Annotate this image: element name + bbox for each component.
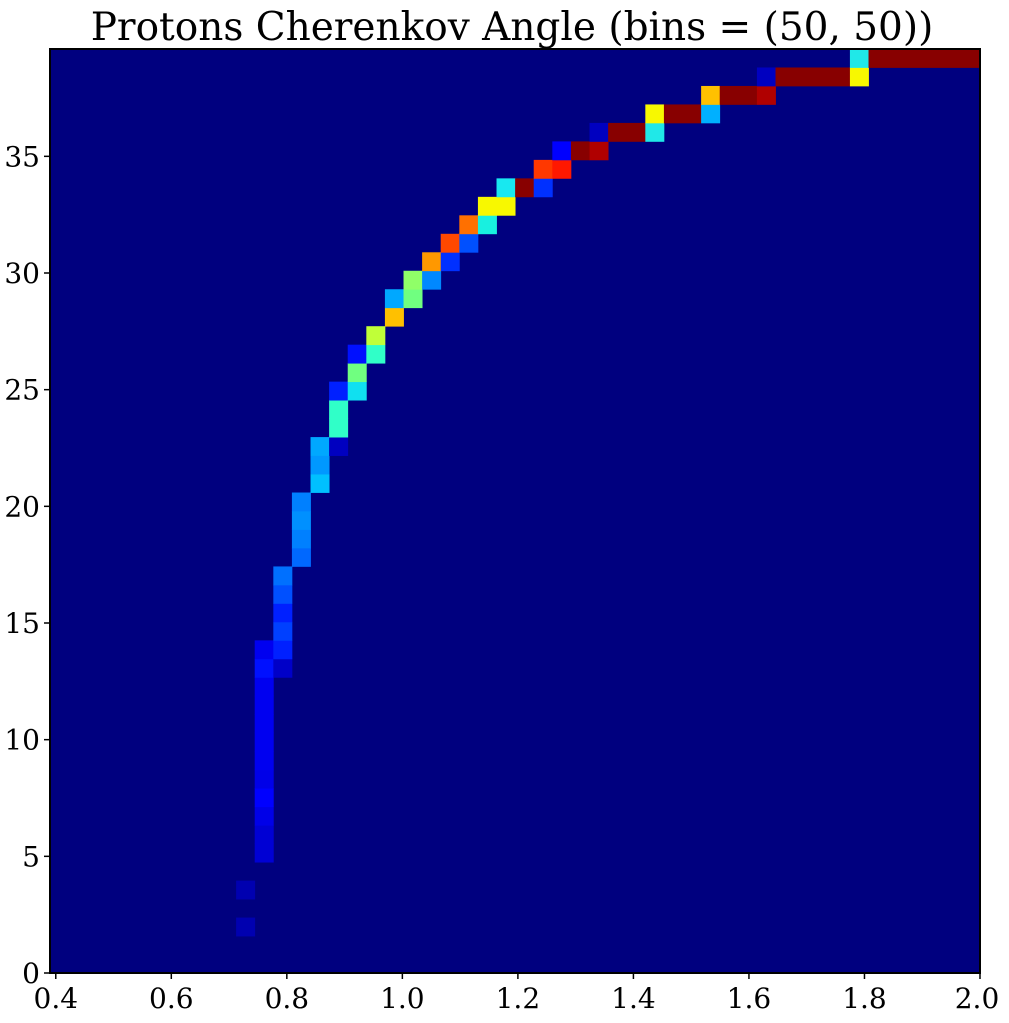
heatmap-cell (589, 122, 609, 142)
heatmap-cell (254, 806, 274, 826)
chart-title: Protons Cherenkov Angle (bins = (50, 50)… (90, 5, 934, 50)
x-tick-label: 1.6 (727, 982, 772, 1015)
heatmap-cell (254, 788, 274, 808)
x-tick-label: 1.8 (842, 982, 887, 1015)
heatmap-cell (291, 511, 311, 530)
heatmap-cell (422, 252, 442, 272)
heatmap-cell (775, 67, 851, 87)
plot-frame (49, 48, 981, 974)
y-axis: 0 5 10 15 20 25 30 35 (4, 140, 50, 990)
y-tick-label: 0 (22, 957, 40, 990)
heatmap-cell (329, 381, 349, 401)
heatmap-cell (273, 603, 293, 623)
y-tick-label: 35 (4, 140, 40, 173)
heatmap-cell (347, 363, 367, 383)
heatmap-cell (310, 455, 330, 475)
heatmap-cell (254, 732, 274, 752)
heatmap-cell (254, 695, 274, 715)
x-axis: 0.4 0.6 0.8 1.0 1.2 1.4 1.6 1.8 2.0 (34, 973, 1000, 1015)
heatmap-cell (254, 843, 274, 863)
heatmap-cell (403, 289, 423, 309)
heatmap-cell (645, 104, 665, 124)
heatmap-cell (291, 547, 311, 567)
heatmap-cell (403, 270, 423, 290)
x-tick-label: 1.4 (611, 982, 656, 1015)
heatmap-cell (329, 400, 349, 419)
x-tick-label: 0.8 (265, 982, 310, 1015)
heatmap-cell (254, 640, 274, 660)
heatmap-cell (477, 215, 497, 235)
y-tick-label: 30 (4, 257, 40, 290)
heatmap-cell (496, 178, 516, 198)
heatmap-cell (310, 437, 330, 456)
heatmap-cell (608, 122, 646, 142)
x-tick-label: 2.0 (955, 982, 1000, 1015)
heatmap-cell (459, 233, 479, 253)
heatmap-cell (719, 85, 758, 105)
heatmap-cell (533, 178, 553, 198)
heatmap-cell (552, 141, 572, 161)
heatmap-cell (291, 492, 311, 512)
x-tick-label: 1.0 (380, 982, 425, 1015)
heatmap-cell (366, 326, 386, 346)
heatmap-cell (366, 344, 386, 364)
heatmap-cell (254, 714, 274, 734)
heatmap-cell (273, 566, 293, 586)
heatmap-cell (849, 67, 869, 87)
heatmap-cell (254, 677, 274, 697)
heatmap-cell (496, 196, 516, 216)
heatmap-cell (236, 917, 256, 937)
heatmap-cell (347, 381, 367, 401)
heatmap-cell (756, 85, 776, 105)
y-tick-label: 5 (22, 840, 40, 873)
heatmap-cell (236, 880, 256, 900)
heatmap-cell (329, 418, 349, 438)
heatmap-cells (50, 49, 981, 974)
heatmap-cell (589, 141, 609, 161)
heatmap-cell (254, 769, 274, 789)
heatmap-cell (384, 307, 404, 327)
heatmap-cell (273, 640, 293, 660)
heatmap-cell (849, 49, 869, 68)
heatmap-cell (347, 344, 367, 364)
y-tick-label: 10 (4, 724, 40, 757)
heatmap-cell (515, 178, 535, 198)
heatmap-cell (422, 270, 442, 290)
heatmap-cell (273, 584, 293, 604)
heatmap-cell (254, 751, 274, 771)
heatmap-cell (273, 621, 293, 641)
heatmap-cell (329, 437, 349, 456)
heatmap-cell (384, 289, 404, 309)
heatmap-cell (291, 529, 311, 549)
y-tick-label: 20 (4, 490, 40, 523)
heatmap-cell (459, 215, 479, 235)
heatmap-cell (701, 104, 721, 124)
heatmap-cell (663, 104, 702, 124)
heatmap-cell (570, 141, 590, 161)
heatmap-cell (440, 252, 460, 272)
heatmap-cell (477, 196, 497, 216)
heatmap-cell (645, 122, 665, 142)
heatmap-cell (273, 658, 293, 678)
heatmap-cell (868, 49, 981, 68)
x-tick-label: 0.6 (149, 982, 194, 1015)
heatmap-cell (310, 474, 330, 493)
heatmap-cell (701, 85, 721, 105)
heatmap-cell (552, 159, 572, 179)
y-tick-label: 15 (4, 607, 40, 640)
heatmap-cell (533, 159, 553, 179)
x-tick-label: 0.4 (34, 982, 79, 1015)
y-tick-label: 25 (4, 374, 40, 407)
heatmap-cell (440, 233, 460, 253)
heatmap-cell (254, 658, 274, 678)
x-tick-label: 1.2 (496, 982, 541, 1015)
heatmap-cell (756, 67, 776, 87)
heatmap-cell (254, 825, 274, 845)
